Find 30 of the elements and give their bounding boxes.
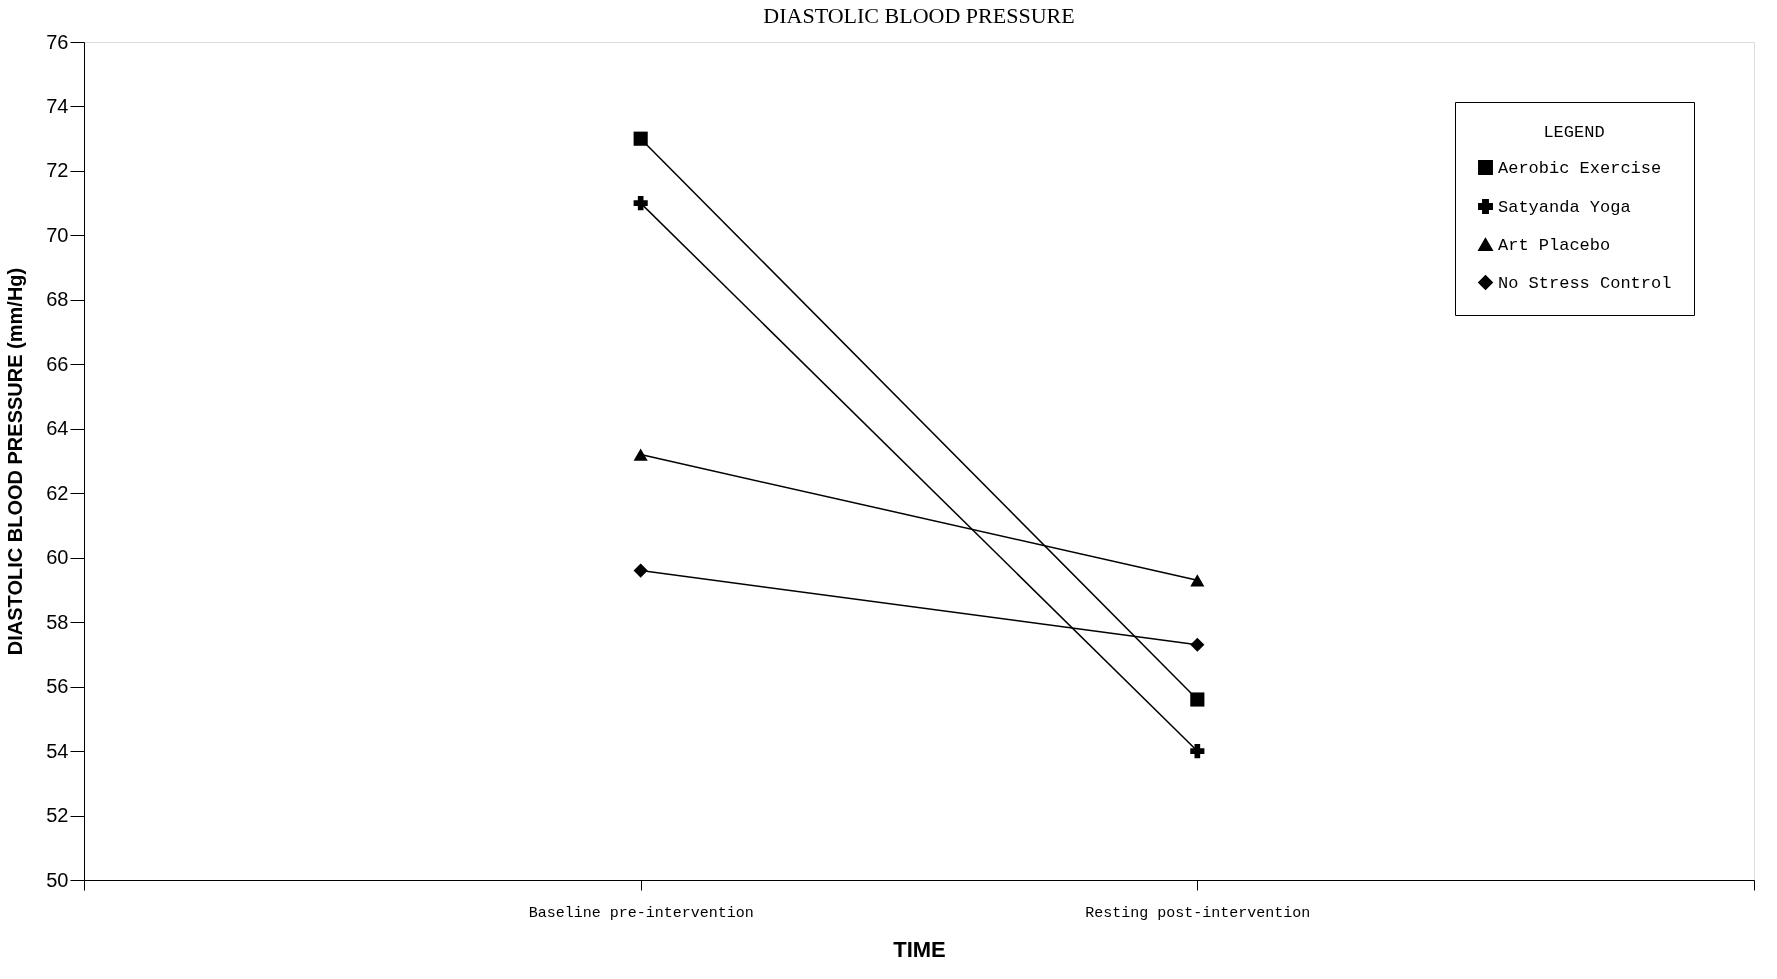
y-tick-label: 56 <box>46 675 69 698</box>
y-tick-label: 62 <box>46 481 69 504</box>
legend-label: Art Placebo <box>1498 235 1611 255</box>
point <box>1190 744 1205 759</box>
y-tick-label: 76 <box>46 30 69 53</box>
point <box>1190 692 1205 707</box>
y-tick-label: 66 <box>46 352 69 375</box>
legend-label: Aerobic Exercise <box>1498 158 1662 178</box>
point <box>633 131 648 146</box>
y-tick-label: 64 <box>46 417 69 440</box>
chart-title: DIASTOLIC BLOOD PRESSURE <box>763 3 1075 28</box>
x-tick-label: Resting post-intervention <box>1085 904 1311 922</box>
legend-label: No Stress Control <box>1498 273 1672 293</box>
point <box>1190 637 1205 652</box>
x-tick-label: Baseline pre-intervention <box>528 904 754 922</box>
y-tick-label: 68 <box>46 288 69 311</box>
y-tick-label: 74 <box>46 94 69 117</box>
y-axis-title: DIASTOLIC BLOOD PRESSURE (mm/Hg) <box>4 267 27 656</box>
y-tick-label: 50 <box>46 868 69 891</box>
y-tick-label: 58 <box>46 610 69 633</box>
point <box>633 196 648 211</box>
y-tick-label: 72 <box>46 159 69 182</box>
x-axis-title: TIME <box>893 936 946 962</box>
y-tick-label: 54 <box>46 739 69 762</box>
legend-label: Satyanda Yoga <box>1498 197 1631 217</box>
y-tick-label: 70 <box>46 223 69 246</box>
legend-title: LEGEND <box>1543 123 1605 142</box>
y-tick-label: 60 <box>46 546 69 569</box>
y-tick-label: 52 <box>46 804 69 827</box>
point <box>633 563 648 578</box>
